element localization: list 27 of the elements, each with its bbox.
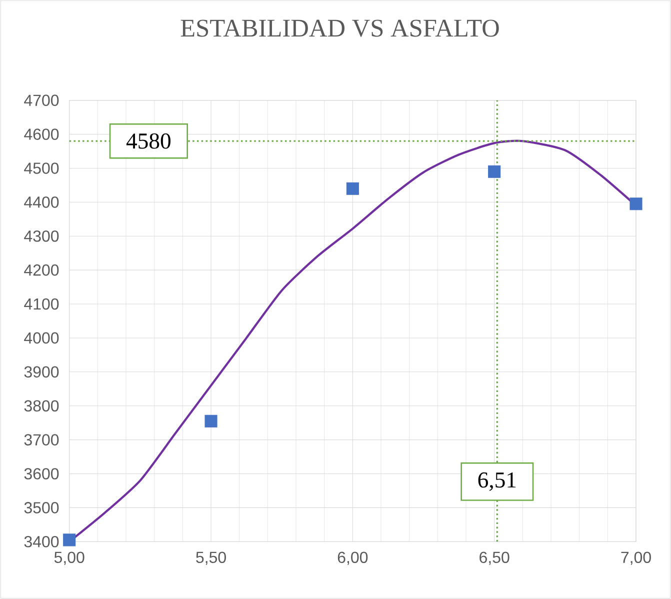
- y-tick-label: 4700: [24, 94, 59, 106]
- x-tick-label: 5,00: [54, 552, 84, 565]
- chart-title: ESTABILIDAD VS ASFALTO: [180, 20, 499, 37]
- y-tick-label: 3400: [24, 536, 59, 548]
- point: [630, 198, 642, 210]
- x-tick-label: 6,00: [338, 552, 368, 565]
- y-tick-label: 4000: [24, 332, 59, 344]
- y-tick-label: 4100: [24, 298, 59, 310]
- y-tick-label: 4500: [24, 162, 59, 174]
- y-tick-label: 3600: [24, 468, 59, 480]
- y-tick-label: 3900: [24, 366, 59, 378]
- ref-line-label: 4580: [126, 133, 170, 149]
- x-tick-label: 7,00: [621, 552, 651, 565]
- y-tick-label: 4400: [24, 196, 59, 208]
- x-tick-label: 5,50: [196, 552, 226, 565]
- point: [63, 534, 76, 546]
- y-tick-label: 4300: [24, 230, 59, 242]
- x-tick-label: 6,50: [480, 552, 510, 565]
- point: [488, 165, 501, 178]
- y-tick-label: 3700: [24, 434, 59, 446]
- y-tick-label: 3800: [24, 400, 59, 412]
- ref-line-label: 6,51: [478, 472, 516, 491]
- point: [204, 414, 218, 428]
- point: [346, 182, 359, 195]
- y-tick-label: 4200: [24, 264, 59, 276]
- y-tick-label: 3500: [24, 502, 59, 514]
- y-tick-label: 4600: [24, 128, 59, 140]
